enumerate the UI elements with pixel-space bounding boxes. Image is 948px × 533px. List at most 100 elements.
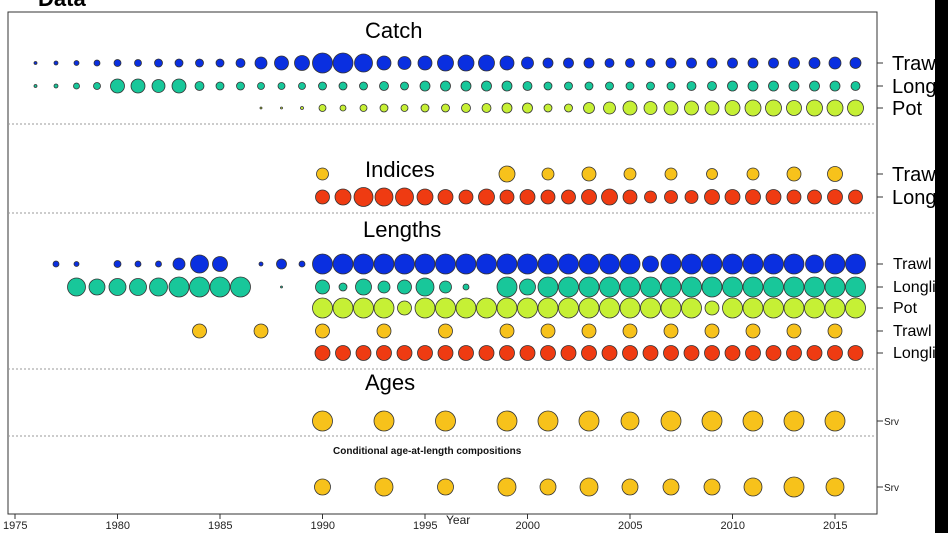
bubble-lengths-2-2002 bbox=[558, 297, 579, 319]
bubble-lengths-1-1981 bbox=[129, 278, 147, 296]
bubble-catch-2-2013 bbox=[786, 100, 802, 116]
section-title-bg bbox=[355, 18, 440, 44]
bubble-caal-0-2013 bbox=[783, 476, 805, 498]
bubble-lengths-0-2004 bbox=[599, 253, 620, 275]
bubble-catch-0-2010 bbox=[727, 57, 738, 69]
bubble-catch-1-1985 bbox=[215, 81, 225, 91]
bubble-lengths-1-2001 bbox=[537, 276, 559, 298]
x-tick-label: 2000 bbox=[516, 520, 540, 532]
bubble-indices-0-2011 bbox=[746, 167, 760, 181]
bubble-lengths-1-1992 bbox=[355, 278, 372, 296]
bubble-lengths-2-2011 bbox=[742, 297, 764, 319]
row-label-lengths-2: Pot bbox=[893, 300, 918, 317]
bubble-lengths-0-2010 bbox=[722, 253, 743, 275]
bubble-catch-0-2006 bbox=[645, 58, 656, 68]
bubble-catch-0-2014 bbox=[808, 57, 821, 69]
bubble-catch-2-2008 bbox=[684, 100, 699, 116]
bubble-caal-0-2011 bbox=[743, 477, 763, 497]
bubble-lengths-3-1990 bbox=[315, 323, 330, 339]
bubble-indices-1-2007 bbox=[664, 190, 678, 204]
bubble-lengths-4-1997 bbox=[458, 345, 474, 361]
bubble-catch-2-1993 bbox=[379, 103, 389, 113]
bubble-catch-1-2003 bbox=[584, 81, 594, 91]
bubble-lengths-2-1991 bbox=[332, 297, 354, 319]
section-title-caal: Conditional age-at-length compositions bbox=[333, 446, 522, 457]
section-title-bg bbox=[353, 217, 464, 243]
bubble-catch-0-2003 bbox=[583, 57, 595, 69]
bubble-lengths-0-2002 bbox=[558, 253, 579, 275]
bubble-lengths-0-2011 bbox=[742, 253, 764, 275]
bubble-catch-2-2015 bbox=[826, 99, 844, 117]
bubble-indices-1-1991 bbox=[334, 188, 352, 206]
bubble-indices-1-2011 bbox=[745, 189, 761, 205]
bubble-lengths-2-2010 bbox=[722, 297, 743, 319]
bubble-lengths-0-2015 bbox=[824, 253, 846, 275]
bubble-lengths-4-2007 bbox=[663, 345, 679, 361]
bubble-ages-0-1990 bbox=[312, 410, 333, 432]
bubble-lengths-1-2015 bbox=[824, 276, 846, 298]
bubble-lengths-1-1985 bbox=[209, 276, 231, 298]
bubble-catch-2-2012 bbox=[765, 99, 782, 117]
bubble-lengths-1-1983 bbox=[168, 276, 190, 298]
bubble-catch-0-1987 bbox=[254, 56, 268, 70]
bubble-lengths-1-2003 bbox=[578, 276, 600, 298]
bubble-indices-1-1996 bbox=[437, 189, 454, 205]
bubble-indices-1-2001 bbox=[540, 189, 556, 205]
bubble-lengths-4-1991 bbox=[335, 345, 351, 361]
bubble-catch-1-1983 bbox=[171, 78, 187, 94]
bubble-lengths-1-1996 bbox=[439, 280, 452, 294]
bubble-catch-1-2006 bbox=[646, 81, 655, 91]
bubble-caal-0-2009 bbox=[703, 478, 721, 496]
bubble-indices-1-2013 bbox=[786, 189, 802, 205]
bubble-catch-1-2001 bbox=[543, 81, 553, 91]
bubble-indices-1-2008 bbox=[684, 190, 699, 204]
bubble-lengths-0-2007 bbox=[660, 253, 682, 275]
bubble-lengths-1-1990 bbox=[315, 279, 330, 295]
plot-frame bbox=[7, 11, 878, 515]
bubble-lengths-2-2009 bbox=[704, 300, 720, 316]
bubble-catch-2-1992 bbox=[359, 104, 368, 112]
bubble-catch-2-1987 bbox=[259, 106, 263, 110]
bubble-catch-2-1997 bbox=[461, 103, 471, 113]
bubble-catch-2-2014 bbox=[806, 99, 823, 117]
bubble-lengths-3-2009 bbox=[704, 323, 720, 339]
bubble-lengths-1-1999 bbox=[496, 276, 518, 298]
bubble-catch-1-1999 bbox=[501, 80, 513, 92]
section-title-ages: Ages bbox=[365, 370, 415, 395]
bubble-catch-1-1977 bbox=[53, 83, 59, 89]
row-label-lengths-1: Longline bbox=[893, 279, 948, 296]
bubble-lengths-4-2013 bbox=[786, 345, 802, 361]
bubble-ages-0-2011 bbox=[742, 410, 764, 432]
bubble-lengths-1-1988 bbox=[280, 285, 283, 289]
section-title-catch: Catch bbox=[365, 18, 422, 43]
bubble-indices-1-2012 bbox=[765, 189, 782, 205]
bubble-indices-1-2014 bbox=[807, 189, 822, 205]
row-label-indices-1: Longline bbox=[892, 187, 948, 209]
bubble-lengths-0-1983 bbox=[172, 257, 186, 271]
bubble-lengths-2-2001 bbox=[537, 297, 559, 319]
bubble-lengths-0-1981 bbox=[134, 260, 142, 268]
bubble-catch-0-2009 bbox=[706, 57, 718, 69]
bubble-caal-0-2001 bbox=[539, 478, 557, 496]
bubble-lengths-2-2016 bbox=[845, 297, 866, 319]
bubble-ages-0-2003 bbox=[578, 410, 600, 432]
bubble-lengths-0-1984 bbox=[190, 254, 209, 274]
bubble-lengths-4-2001 bbox=[540, 345, 556, 361]
bubble-lengths-2-2005 bbox=[619, 297, 641, 319]
bubble-catch-1-1976 bbox=[33, 84, 38, 88]
x-tick-label: 2015 bbox=[823, 520, 847, 532]
bubble-catch-0-1996 bbox=[437, 54, 454, 72]
bubble-catch-2-2002 bbox=[564, 103, 573, 113]
row-label-caal-0: Srv bbox=[884, 483, 899, 494]
bubble-catch-1-1997 bbox=[460, 80, 472, 92]
bubble-catch-1-2007 bbox=[666, 81, 676, 91]
section-title-bg bbox=[355, 370, 427, 396]
bubble-catch-1-1980 bbox=[110, 78, 125, 94]
bubble-catch-2-1995 bbox=[420, 103, 430, 113]
bubble-lengths-0-1998 bbox=[476, 253, 497, 275]
bubble-catch-2-1994 bbox=[400, 104, 409, 112]
bubble-lengths-3-1999 bbox=[499, 323, 515, 339]
bubble-lengths-0-2013 bbox=[783, 253, 805, 275]
bubble-lengths-1-2009 bbox=[701, 276, 723, 298]
bubble-lengths-0-2014 bbox=[805, 254, 824, 274]
